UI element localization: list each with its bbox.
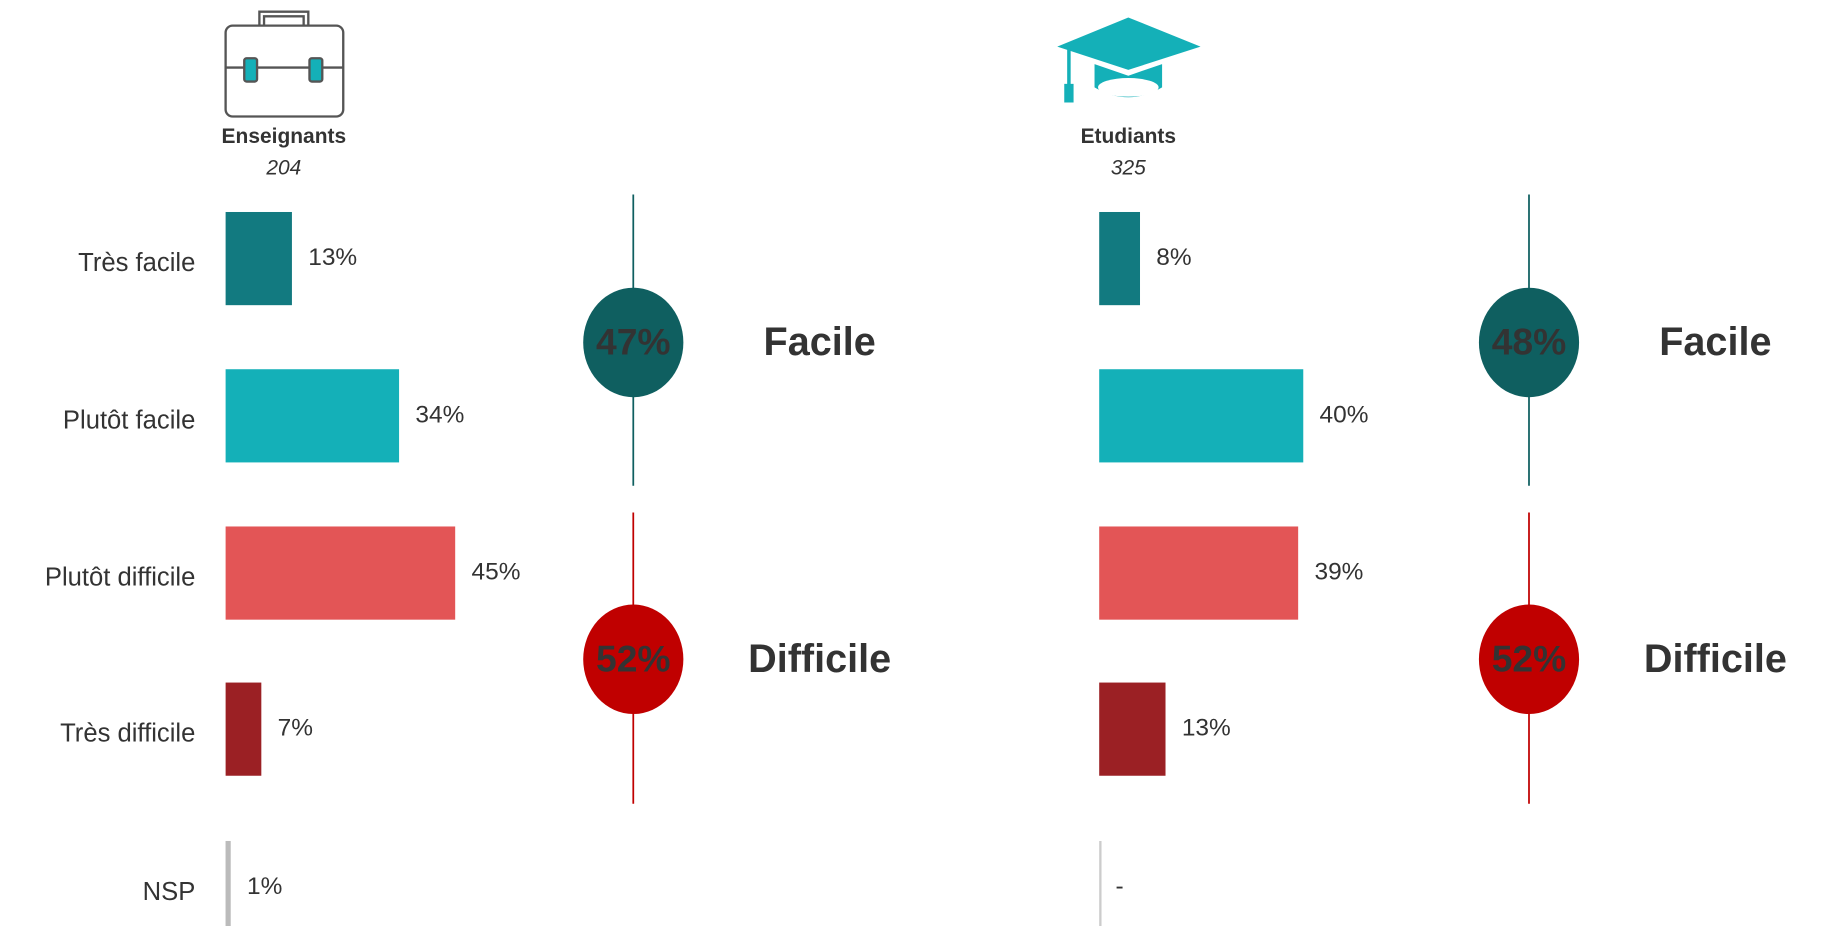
- bar: [1099, 211, 1141, 306]
- panel-subtitle: 204: [265, 156, 301, 179]
- summary-label: Difficile: [1644, 637, 1787, 681]
- summary-bubble: [583, 287, 684, 398]
- bar: [1099, 682, 1166, 776]
- graduation-cap-icon: [1057, 17, 1201, 103]
- value-label: 7%: [278, 715, 313, 742]
- category-label: Plutôt difficile: [45, 564, 195, 592]
- panel-title: Etudiants: [1081, 125, 1176, 148]
- category-label: Très difficile: [60, 720, 195, 748]
- value-label: 39%: [1314, 559, 1363, 586]
- panel-subtitle: 325: [1111, 156, 1146, 179]
- summary-value: 47%: [596, 321, 671, 363]
- bar: [225, 369, 400, 463]
- category-label: NSP: [143, 878, 196, 906]
- bar: [225, 526, 456, 620]
- bar: [1099, 369, 1304, 463]
- category-label: Très facile: [78, 249, 195, 277]
- value-label: 1%: [247, 873, 282, 900]
- briefcase-icon: [224, 10, 345, 118]
- summary-value: 52%: [1492, 637, 1567, 679]
- value-label: 8%: [1156, 244, 1191, 271]
- bar: [225, 211, 292, 306]
- value-label: 13%: [308, 244, 357, 271]
- summary-value: 48%: [1492, 321, 1567, 363]
- summary-label: Facile: [764, 320, 876, 364]
- category-label: Plutôt facile: [63, 406, 195, 434]
- bar: [225, 840, 231, 931]
- bar: [1099, 526, 1299, 620]
- summary-value: 52%: [596, 637, 671, 679]
- summary-bubble: [1478, 604, 1580, 715]
- summary-bubble: [1478, 287, 1580, 398]
- summary-label: Difficile: [748, 637, 891, 681]
- value-label: 40%: [1320, 401, 1369, 428]
- summary-label: Facile: [1659, 320, 1771, 364]
- summary-bubble: [583, 604, 684, 715]
- value-label: -: [1116, 873, 1124, 900]
- value-label: 45%: [471, 559, 520, 586]
- value-label: 13%: [1182, 715, 1231, 742]
- bar: [225, 682, 262, 776]
- value-label: 34%: [415, 401, 464, 428]
- panel-title: Enseignants: [222, 125, 347, 148]
